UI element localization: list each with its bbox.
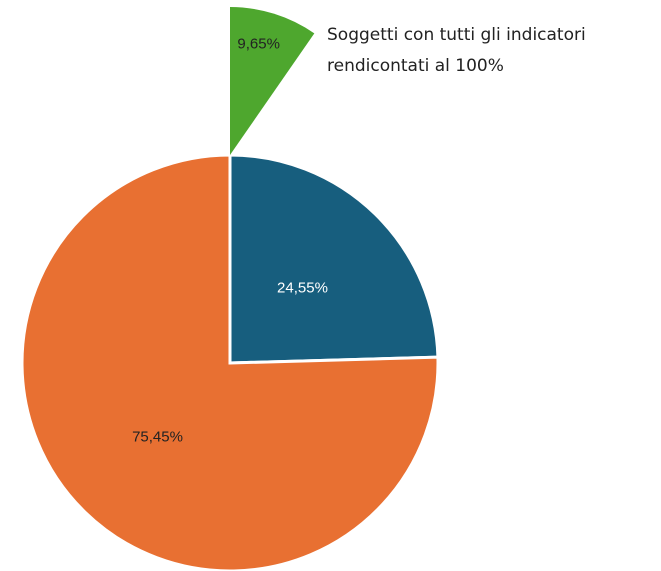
pie-slice <box>228 153 440 365</box>
slice-label: 75,45% <box>132 429 183 446</box>
subset-slice <box>230 7 315 155</box>
annotation: rendicontati al 100% <box>327 56 504 76</box>
slice-label: 24,55% <box>277 279 328 296</box>
pie-slice <box>20 153 440 571</box>
annotation: Soggetti con tutti gli indicatori <box>327 25 586 45</box>
subset-label: 9,65% <box>237 36 280 53</box>
